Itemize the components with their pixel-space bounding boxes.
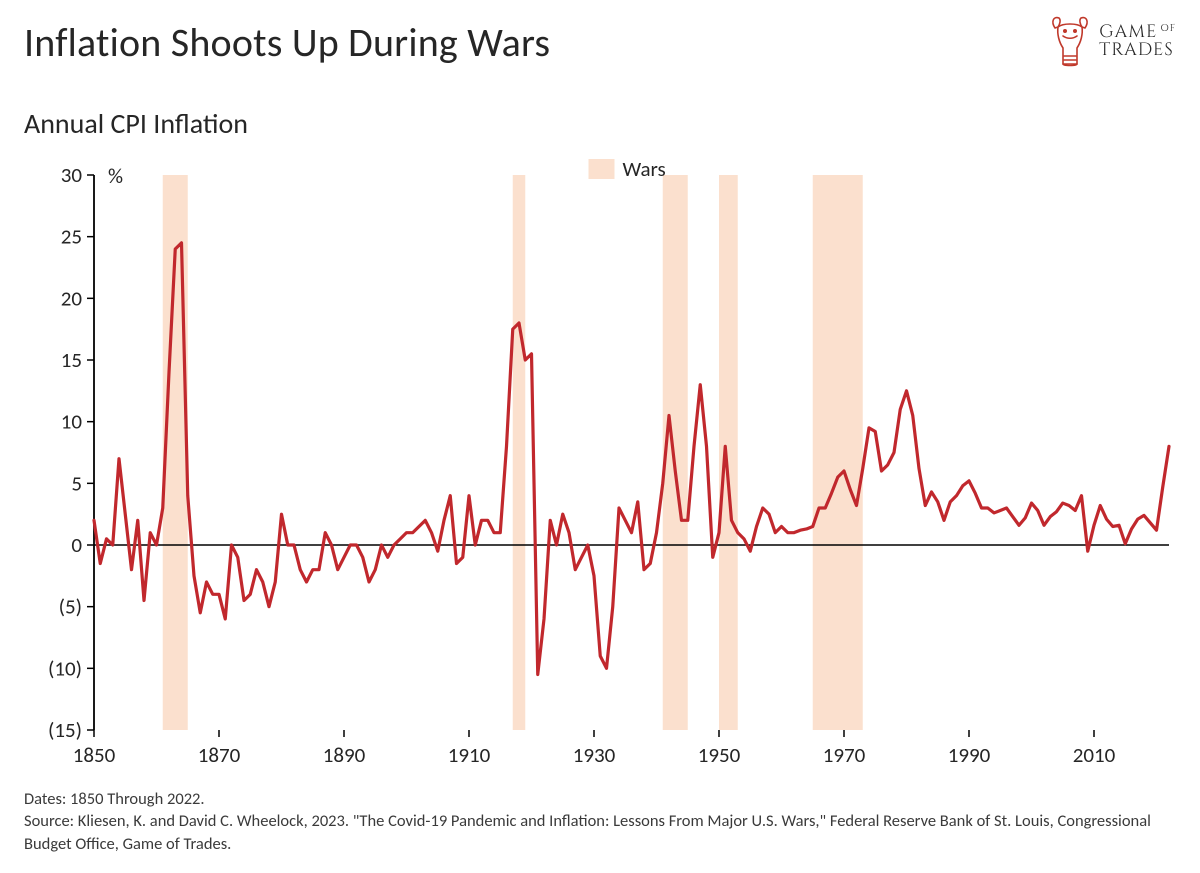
x-tick-label: 1990: [948, 742, 991, 768]
footer-text: Dates: 1850 Through 2022. Source: Kliese…: [24, 788, 1176, 855]
y-tick-label: 5: [71, 470, 82, 496]
logo-of: OF: [1160, 21, 1176, 35]
war-band: [513, 175, 526, 730]
x-tick-label: 1850: [73, 742, 116, 768]
chart-container: Wars (15) (10) (5) 0 5 10 15 20 25 30% 1850 1870 1890…: [24, 155, 1176, 775]
y-tick-label: 15: [61, 347, 82, 373]
y-tick-label: 25: [61, 224, 82, 250]
y-tick-label: (15): [48, 717, 82, 743]
war-band: [719, 175, 738, 730]
brand-logo-text: GAMEOF TRADES: [1099, 23, 1176, 59]
y-tick-label: (10): [48, 655, 82, 681]
x-tick-label: 1910: [448, 742, 491, 768]
footer-source: Source: Kliesen, K. and David C. Wheeloc…: [24, 810, 1176, 855]
y-tick-label: 0: [71, 532, 82, 558]
page-title: Inflation Shoots Up During Wars: [24, 18, 550, 67]
x-tick-label: 1970: [823, 742, 866, 768]
legend-label: Wars: [623, 156, 666, 182]
line-chart: Wars (15) (10) (5) 0 5 10 15 20 25 30% 1850 1870 1890…: [24, 155, 1176, 775]
legend-swatch: [589, 159, 615, 179]
chart-subtitle: Annual CPI Inflation: [24, 106, 248, 141]
footer-dates: Dates: 1850 Through 2022.: [24, 788, 1176, 810]
x-tick-label: 1890: [323, 742, 366, 768]
y-tick-label: 10: [61, 409, 83, 435]
y-tick-label: 20: [61, 285, 83, 311]
x-tick-label: 1870: [198, 742, 241, 768]
axis-unit-label: %: [108, 163, 123, 189]
brand-logo: GAMEOF TRADES: [1049, 14, 1176, 68]
y-tick-label: (5): [59, 594, 82, 620]
cpi-line: [94, 243, 1169, 675]
logo-line2: TRADES: [1099, 41, 1176, 59]
x-tick-label: 1950: [698, 742, 741, 768]
war-band: [813, 175, 863, 730]
x-tick-label: 1930: [573, 742, 616, 768]
bull-icon: [1049, 14, 1091, 68]
page-root: Inflation Shoots Up During Wars GAMEOF T…: [0, 0, 1200, 873]
y-tick-label: 30: [61, 162, 83, 188]
x-tick-label: 2010: [1073, 742, 1116, 768]
